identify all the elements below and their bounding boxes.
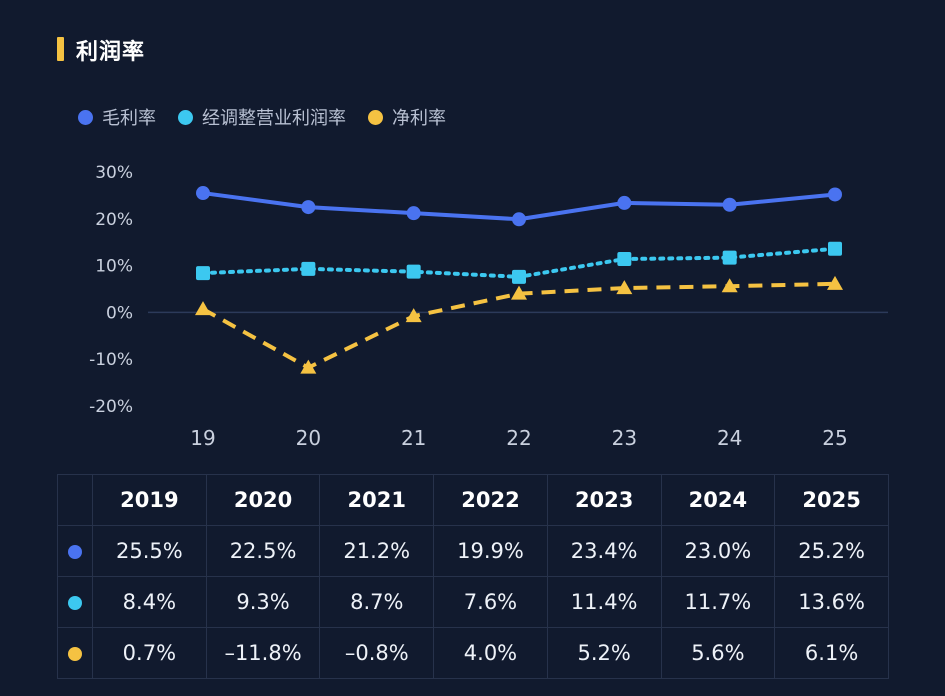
table-cell: 5.6% [660,627,776,679]
table-header-2020: 2020 [205,474,321,526]
data-point-square [196,266,210,281]
table-cell: 6.1% [774,627,889,679]
y-tick-label: 10% [95,257,133,277]
x-tick-label: 21 [401,426,426,450]
legend-label-adj-operating: 经调整营业利润率 [202,108,346,129]
data-point-square [406,264,421,279]
table-cell: 13.6% [774,576,889,628]
table-cell: 25.2% [774,525,889,577]
legend-item-net[interactable]: 净利率 [368,104,446,130]
table-cell: 8.4% [92,576,207,628]
legend-dot-gross [78,109,93,125]
row-marker-cell [57,627,93,679]
data-point-circle [617,195,632,210]
y-tick-label: 30% [95,163,133,183]
table-cell: 7.6% [433,576,548,628]
data-point-square [828,241,842,256]
data-table: 2019 2020 2021 2022 2023 2024 2025 25.5%… [57,474,889,679]
data-point-square [617,252,632,267]
x-tick-label: 20 [296,426,321,450]
legend-label-net: 净利率 [392,108,446,129]
data-point-triangle [616,280,633,295]
x-tick-label: 19 [190,426,215,450]
table-header-2019: 2019 [92,474,207,526]
table-cell: 11.7% [660,576,776,628]
x-tick-label: 22 [506,426,531,450]
table-corner-cell [57,474,93,526]
x-tick-label: 24 [717,426,742,450]
table-cell: 9.3% [205,576,321,628]
legend-label-gross: 毛利率 [102,108,156,129]
title-accent-bar [57,37,64,61]
table-cell: 22.5% [205,525,321,577]
data-point-circle [196,186,210,201]
y-tick-label: 0% [106,303,133,323]
row-marker-cell [57,525,93,577]
row-dot-net [68,647,82,661]
data-point-circle [828,187,842,202]
data-point-circle [301,200,316,215]
table-cell: 23.0% [660,525,776,577]
row-marker-cell [57,576,93,628]
table-header-2021: 2021 [319,474,435,526]
legend: 毛利率 经调整营业利润率 净利率 [78,104,468,130]
legend-dot-net [368,109,383,125]
data-point-square [301,261,316,276]
x-tick-label: 25 [822,426,847,450]
row-dot-gross [68,545,82,559]
data-point-triangle [405,308,422,323]
data-point-triangle [721,278,738,293]
data-point-circle [722,197,737,212]
data-point-triangle [827,275,843,290]
table-cell: –11.8% [205,627,321,679]
table-cell: 21.2% [319,525,435,577]
y-tick-label: -10% [89,350,133,370]
legend-item-gross[interactable]: 毛利率 [78,104,156,130]
table-header-2023: 2023 [546,474,662,526]
x-tick-label: 23 [612,426,637,450]
table-row-net: 0.7% –11.8% –0.8% 4.0% 5.2% 5.6% 6.1% [57,627,889,679]
data-point-circle [406,206,421,221]
legend-dot-adj-operating [178,109,193,125]
table-cell: 25.5% [92,525,207,577]
data-point-square [512,269,526,284]
chart-title: 利润率 [76,40,146,65]
table-header-2024: 2024 [660,474,776,526]
table-cell: 11.4% [546,576,662,628]
table-cell: 5.2% [546,627,662,679]
table-row-adj-operating: 8.4% 9.3% 8.7% 7.6% 11.4% 11.7% 13.6% [57,576,889,628]
table-cell: 8.7% [319,576,435,628]
legend-item-adj-operating[interactable]: 经调整营业利润率 [178,104,346,130]
table-header-2022: 2022 [433,474,548,526]
y-tick-label: -20% [89,397,133,417]
line-chart: 30% 20% 10% 0% -10% -20% 19 20 21 22 23 24 25 [89,163,888,450]
data-point-square [722,250,737,265]
data-point-triangle [511,285,527,300]
table-header-2025: 2025 [774,474,889,526]
table-header-row: 2019 2020 2021 2022 2023 2024 2025 [57,474,889,526]
table-cell: 19.9% [433,525,548,577]
table-cell: –0.8% [319,627,435,679]
table-row-gross: 25.5% 22.5% 21.2% 19.9% 23.4% 23.0% 25.2… [57,525,889,577]
data-point-triangle [195,301,211,316]
table-cell: 0.7% [92,627,207,679]
data-point-triangle [300,359,317,374]
table-cell: 23.4% [546,525,662,577]
table-cell: 4.0% [433,627,548,679]
y-tick-label: 20% [95,210,133,230]
row-dot-adj-operating [68,596,82,610]
data-point-circle [512,212,526,227]
